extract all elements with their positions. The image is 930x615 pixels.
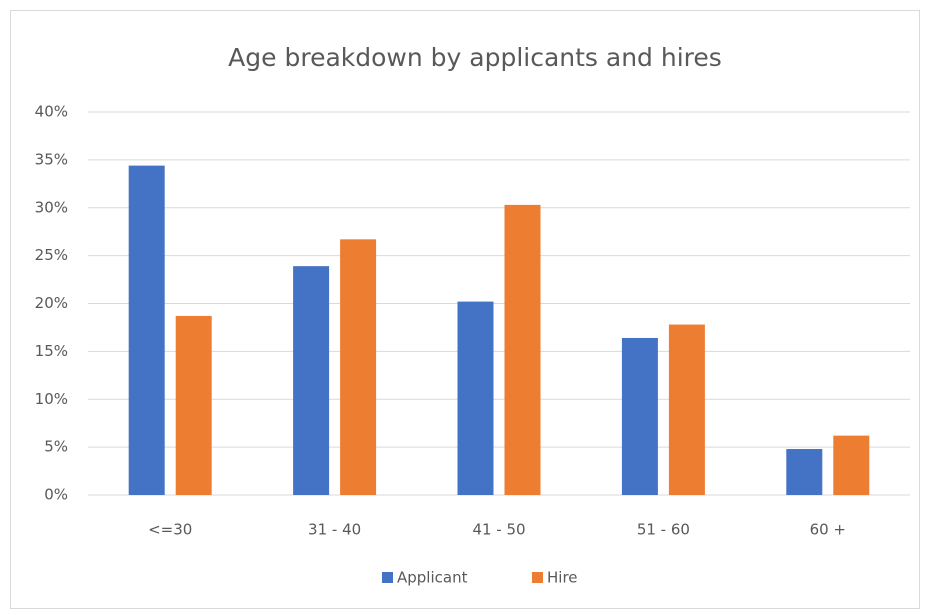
y-tick-label: 25%	[35, 246, 68, 264]
y-tick-label: 5%	[44, 438, 68, 456]
bar	[621, 337, 658, 495]
y-tick-label: 35%	[35, 150, 68, 168]
bar	[457, 301, 494, 495]
x-tick-label: <=30	[148, 521, 192, 539]
x-tick-label: 31 - 40	[308, 521, 361, 539]
y-tick-label: 20%	[35, 294, 68, 312]
bar	[128, 165, 165, 495]
x-tick-label: 41 - 50	[472, 521, 525, 539]
legend-label: Hire	[547, 569, 578, 587]
bar	[668, 324, 705, 495]
y-tick-label: 0%	[44, 486, 68, 504]
bar	[340, 239, 377, 495]
chart-title: Age breakdown by applicants and hires	[228, 43, 722, 72]
y-tick-label: 40%	[35, 103, 68, 121]
legend-label: Applicant	[397, 569, 468, 587]
bar	[504, 204, 541, 495]
y-tick-label: 15%	[35, 342, 68, 360]
bar	[833, 435, 870, 495]
x-tick-label: 51 - 60	[637, 521, 690, 539]
bar	[293, 266, 330, 495]
legend-swatch	[532, 572, 543, 583]
y-tick-label: 30%	[35, 198, 68, 216]
y-tick-label: 10%	[35, 390, 68, 408]
bar	[786, 449, 823, 495]
legend-swatch	[382, 572, 393, 583]
x-tick-label: 60 +	[810, 521, 846, 539]
bar	[175, 315, 212, 495]
